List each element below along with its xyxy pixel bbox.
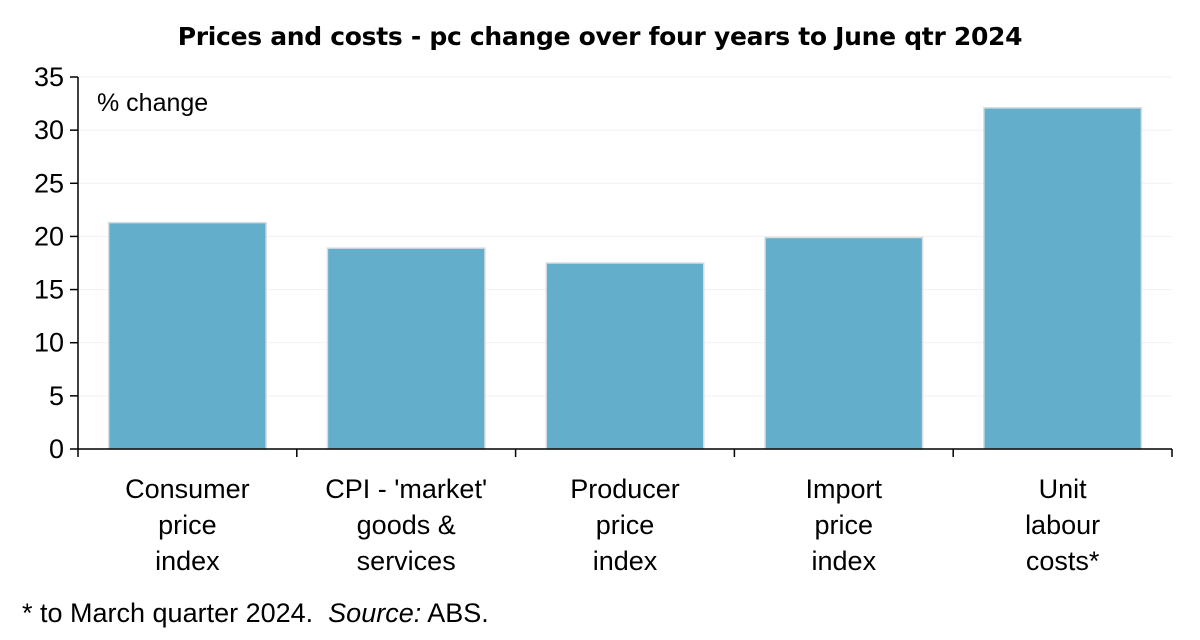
x-category-label-line: Unit	[1039, 474, 1088, 504]
y-tick-label: 20	[34, 221, 64, 251]
x-category-label: Import price index	[806, 474, 883, 576]
x-category-label-line: services	[357, 546, 456, 576]
x-category-labels: Consumer price index CPI - 'market' goods & s…	[125, 474, 1100, 576]
bar	[983, 107, 1143, 450]
y-tick-label: 15	[34, 275, 64, 305]
x-category-label-line: index	[155, 546, 220, 576]
bar	[764, 236, 924, 450]
source-value: ABS.	[421, 598, 489, 628]
y-tick-label: 25	[34, 168, 64, 198]
x-category-label-line: Producer	[570, 474, 680, 504]
x-category-label: Consumer price index	[125, 474, 250, 576]
x-category-label: CPI - 'market' goods & services	[325, 474, 487, 576]
y-tick-label: 5	[49, 381, 64, 411]
x-category-label-line: Import	[806, 474, 883, 504]
bar	[107, 221, 267, 450]
x-category-label-line: price	[158, 510, 217, 540]
y-tick-label: 0	[49, 434, 64, 464]
bar	[326, 247, 486, 450]
y-tick-labels: 0 5 10 15 20 25 30 35	[34, 62, 64, 464]
x-category-label-line: index	[593, 546, 658, 576]
x-category-label-line: costs*	[1026, 546, 1100, 576]
x-category-label: Producer price index	[570, 474, 680, 576]
bars	[107, 107, 1143, 450]
axes	[70, 76, 1173, 457]
x-category-label-line: labour	[1025, 510, 1100, 540]
unit-label: % change	[97, 89, 208, 117]
x-category-label-line: CPI - 'market'	[325, 474, 487, 504]
footnote-text: * to March quarter 2024.	[22, 598, 329, 628]
x-category-label-line: index	[812, 546, 877, 576]
chart-title: Prices and costs - pc change over four y…	[177, 22, 1023, 51]
y-tick-label: 35	[34, 62, 64, 92]
x-category-label-line: price	[815, 510, 874, 540]
bar	[545, 262, 705, 450]
x-category-label-line: Consumer	[125, 474, 250, 504]
footnote: * to March quarter 2024. Source: ABS.	[22, 598, 489, 629]
x-category-label: Unit labour costs*	[1025, 474, 1100, 576]
source-label: Source:	[328, 598, 422, 628]
x-category-label-line: goods &	[357, 510, 456, 540]
x-category-label-line: price	[596, 510, 655, 540]
y-tick-label: 10	[34, 328, 64, 358]
y-tick-label: 30	[34, 115, 64, 145]
